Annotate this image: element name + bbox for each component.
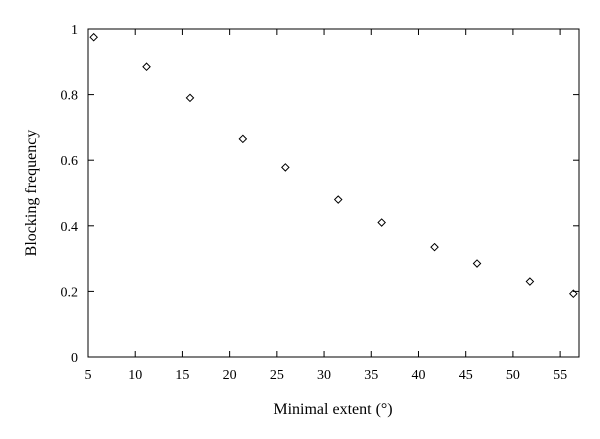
x-tick-label: 10	[128, 368, 142, 383]
data-point	[185, 93, 195, 103]
data-point	[238, 134, 248, 144]
data-point	[525, 277, 535, 286]
x-tick-label: 50	[506, 368, 520, 383]
x-tick-label: 15	[175, 368, 189, 383]
plot-area	[87, 28, 580, 358]
data-point	[472, 259, 482, 268]
x-tick-label: 5	[85, 368, 92, 383]
x-axis-ticks: 5 10 15 20 25 30 35 40 45 50 55	[85, 29, 567, 383]
y-tick-label: 0.8	[61, 89, 79, 104]
data-point	[281, 163, 290, 172]
y-axis-ticks: 0 0.2 0.4 0.6 0.8 1	[61, 23, 579, 366]
y-tick-label: 1	[71, 23, 78, 38]
data-point	[333, 195, 343, 204]
data-points	[89, 32, 578, 299]
data-point	[430, 242, 439, 252]
x-tick-label: 30	[317, 368, 331, 383]
data-point	[142, 62, 151, 72]
y-tick-label: 0.6	[61, 154, 79, 169]
x-axis-label: Minimal extent (°)	[273, 401, 392, 418]
data-point	[89, 32, 98, 42]
x-tick-label: 35	[364, 368, 378, 383]
x-tick-label: 45	[459, 368, 473, 383]
x-tick-label: 20	[223, 368, 237, 383]
data-point	[377, 218, 386, 227]
x-tick-label: 55	[553, 368, 567, 383]
y-tick-label: 0.4	[61, 220, 79, 235]
x-tick-label: 25	[270, 368, 284, 383]
data-point	[569, 289, 578, 299]
x-tick-label: 40	[411, 368, 425, 383]
y-axis-label: Blocking frequency	[23, 130, 40, 257]
y-tick-label: 0.2	[61, 285, 79, 300]
y-tick-label: 0	[71, 351, 78, 366]
